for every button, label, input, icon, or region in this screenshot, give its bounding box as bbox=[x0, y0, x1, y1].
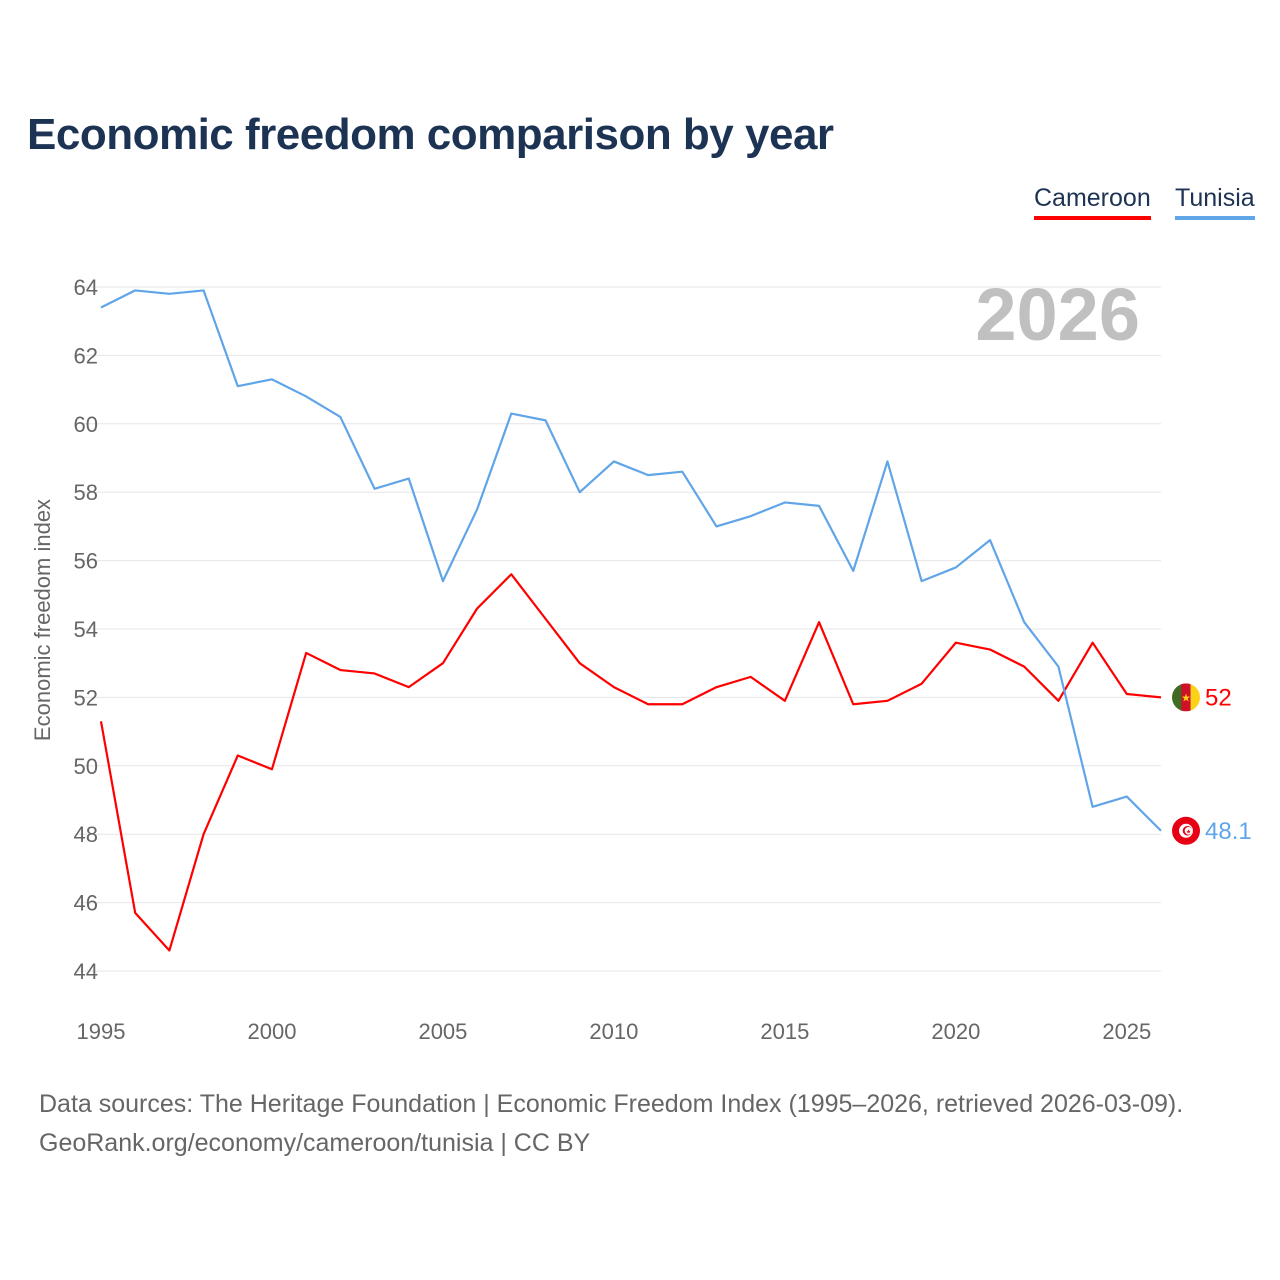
y-tick-label: 64 bbox=[74, 275, 98, 300]
x-tick-label: 2000 bbox=[247, 1019, 296, 1044]
source-link[interactable]: GeoRank.org/economy/cameroon/tunisia | C… bbox=[39, 1129, 591, 1157]
y-tick-label: 62 bbox=[74, 343, 98, 368]
chart-title: Economic freedom comparison by year bbox=[27, 110, 834, 159]
series-line-tunisia[interactable] bbox=[100, 289, 1162, 832]
cameroon-flag-icon: ★ bbox=[1172, 683, 1200, 712]
x-tick-label: 2020 bbox=[931, 1019, 980, 1044]
y-tick-label: 54 bbox=[74, 617, 98, 642]
x-tick-label: 2025 bbox=[1102, 1019, 1151, 1044]
end-value-label: 48.1 bbox=[1205, 818, 1252, 845]
x-tick-label: 2010 bbox=[589, 1019, 638, 1044]
y-tick-label: 50 bbox=[74, 754, 98, 779]
series-line-cameroon[interactable] bbox=[99, 573, 1162, 952]
y-tick-label: 58 bbox=[74, 480, 98, 505]
end-value-label: 52 bbox=[1205, 684, 1232, 711]
y-tick-label: 46 bbox=[74, 891, 98, 916]
svg-text:★: ★ bbox=[1186, 828, 1191, 835]
y-tick-label: 44 bbox=[74, 959, 98, 984]
tunisia-flag-icon: ★ bbox=[1172, 816, 1200, 845]
legend-cameroon[interactable]: Cameroon bbox=[1034, 184, 1151, 220]
y-tick-label: 60 bbox=[74, 412, 98, 437]
y-tick-label: 48 bbox=[74, 822, 98, 847]
svg-text:★: ★ bbox=[1181, 692, 1191, 704]
y-axis-label: Economic freedom index bbox=[30, 499, 55, 741]
x-tick-label: 2005 bbox=[418, 1019, 467, 1044]
year-watermark: 2026 bbox=[975, 273, 1140, 356]
y-tick-label: 56 bbox=[74, 549, 98, 574]
legend-tunisia[interactable]: Tunisia bbox=[1175, 184, 1255, 220]
x-tick-label: 1995 bbox=[77, 1019, 126, 1044]
x-tick-label: 2015 bbox=[760, 1019, 809, 1044]
data-source-text: Data sources: The Heritage Foundation | … bbox=[39, 1090, 1184, 1118]
y-tick-label: 52 bbox=[74, 685, 98, 710]
footer: Data sources: The Heritage Foundation | … bbox=[39, 1085, 1183, 1163]
